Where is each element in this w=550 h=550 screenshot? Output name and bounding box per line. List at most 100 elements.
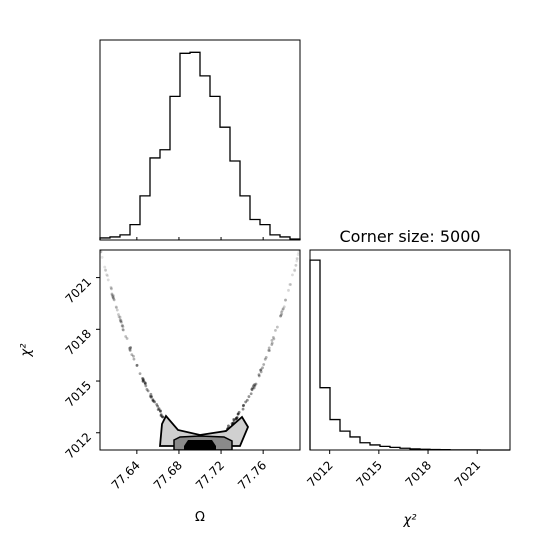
scatter-point (132, 357, 136, 361)
scatter-point (287, 288, 290, 292)
scatter-point (104, 268, 107, 272)
scatter-point (96, 240, 99, 243)
scatter-point (282, 307, 285, 311)
scatter-point (120, 320, 123, 324)
scatter-point (149, 392, 153, 396)
scatter-point (232, 419, 236, 422)
scatter-point (160, 415, 164, 419)
scatter-point (128, 349, 132, 352)
scatter-point (279, 314, 283, 318)
scatter-point (100, 250, 103, 254)
scatter-point (119, 320, 123, 324)
scatter-point (252, 386, 256, 390)
scatter-point (103, 265, 107, 269)
scatter-point (270, 341, 274, 345)
scatter-point (293, 268, 296, 272)
scatter-point (143, 381, 147, 384)
omega-histogram-step (99, 51, 301, 240)
x-axis-label-chi2: χ² (403, 513, 417, 528)
omega-x-tick-label: 77.64 (109, 458, 143, 492)
scatter-point (294, 264, 298, 267)
scatter-point (236, 412, 240, 416)
chi2-frame (309, 249, 511, 451)
scatter-point (110, 292, 114, 296)
scatter-point (141, 377, 145, 381)
scatter-point (294, 263, 298, 267)
chi2-hist-x-tick-label: 7021 (452, 458, 483, 489)
scatter-point (148, 394, 152, 398)
scatter-point (119, 319, 123, 323)
scatter-point (104, 269, 108, 272)
scatter-point (280, 310, 283, 314)
scatter-point (259, 368, 263, 372)
scatter-point (121, 325, 125, 329)
scatter-point (279, 314, 282, 318)
scatter-point (244, 400, 248, 404)
scatter-point (297, 251, 300, 254)
scatter-point (280, 309, 284, 313)
scatter-point (275, 325, 279, 329)
scatter-point (267, 346, 271, 350)
scatter-point (143, 381, 147, 385)
scatter-point (120, 324, 124, 328)
scatter-point (271, 336, 275, 339)
scatter-point (112, 298, 116, 301)
scatter-point (227, 424, 230, 428)
scatter-point (254, 382, 258, 386)
omega-frame (99, 39, 301, 241)
omega-x-tick-label: 77.72 (193, 458, 227, 492)
scatter-point (125, 337, 129, 340)
scatter-point (146, 389, 150, 393)
scatter-point (282, 305, 286, 309)
scatter-point (156, 408, 160, 412)
scatter-point (142, 379, 146, 382)
scatter-point (153, 400, 157, 404)
scatter-point (121, 328, 125, 331)
scatter-point (138, 372, 142, 376)
scatter-point (250, 387, 254, 391)
scatter-point (115, 308, 119, 312)
scatter-point (155, 403, 159, 406)
scatter-point (151, 398, 155, 402)
scatter-point (128, 348, 132, 352)
scatter-point (100, 255, 104, 259)
scatter-point (149, 395, 153, 399)
contour-core (184, 440, 216, 450)
scatter-point (144, 384, 148, 388)
scatter-point (112, 298, 116, 302)
scatter-point (158, 409, 162, 413)
scatter-point (93, 226, 96, 229)
scatter-point (151, 399, 155, 402)
scatter-point (253, 384, 257, 388)
scatter-point (267, 348, 271, 352)
scatter-point (106, 274, 109, 278)
scatter-point (295, 259, 299, 263)
scatter-point (259, 368, 262, 372)
scatter-point (279, 313, 283, 317)
scatter-point (252, 384, 255, 388)
chi2-y-tick-label: 7012 (63, 430, 94, 461)
scatter-point (261, 366, 264, 370)
scatter-point (121, 328, 125, 332)
scatter-point (284, 298, 287, 302)
scatter-point (111, 295, 115, 299)
scatter-point (135, 364, 139, 367)
scatter-point (152, 399, 155, 403)
scatter-frame (99, 249, 301, 451)
scatter-point (100, 250, 103, 254)
scatter-point (141, 377, 144, 380)
y-axis-label-chi2: χ² (19, 344, 34, 358)
scatter-point (259, 370, 263, 374)
scatter-point (274, 328, 277, 332)
scatter-point (262, 363, 266, 366)
scatter-point (97, 239, 100, 242)
scatter-point (130, 353, 134, 357)
scatter-point (109, 286, 113, 290)
scatter-point (106, 278, 110, 282)
scatter-point (105, 273, 109, 277)
scatter-point (97, 243, 100, 246)
scatter-point (115, 306, 118, 309)
scatter-point (280, 312, 284, 316)
scatter-point (241, 404, 245, 408)
scatter-point (242, 403, 245, 407)
